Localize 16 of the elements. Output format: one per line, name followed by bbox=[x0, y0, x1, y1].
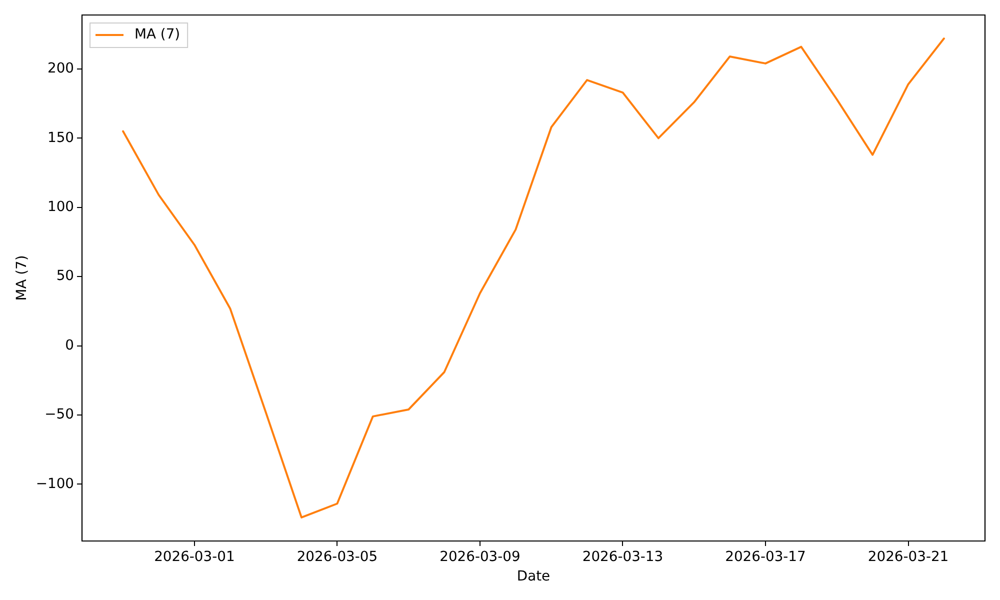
y-tick-label: −50 bbox=[44, 406, 74, 423]
x-axis-title: Date bbox=[516, 568, 550, 584]
y-axis-title: MA (7) bbox=[14, 255, 30, 301]
y-tick-label: 50 bbox=[56, 268, 74, 284]
x-tick-label: 2026-03-21 bbox=[868, 548, 949, 565]
x-tick-label: 2026-03-17 bbox=[725, 548, 806, 565]
x-tick-label: 2026-03-05 bbox=[296, 548, 378, 565]
x-tick-label: 2026-03-13 bbox=[582, 548, 664, 565]
x-tick-label: 2026-03-01 bbox=[154, 548, 235, 565]
y-tick-label: 0 bbox=[65, 337, 74, 354]
legend-label: MA (7) bbox=[134, 26, 180, 43]
y-tick-label: 100 bbox=[47, 199, 74, 216]
y-tick-label: 150 bbox=[47, 130, 74, 146]
y-tick-label: −100 bbox=[36, 476, 74, 492]
x-tick-label: 2026-03-09 bbox=[440, 548, 520, 565]
y-tick-label: 200 bbox=[47, 60, 74, 77]
